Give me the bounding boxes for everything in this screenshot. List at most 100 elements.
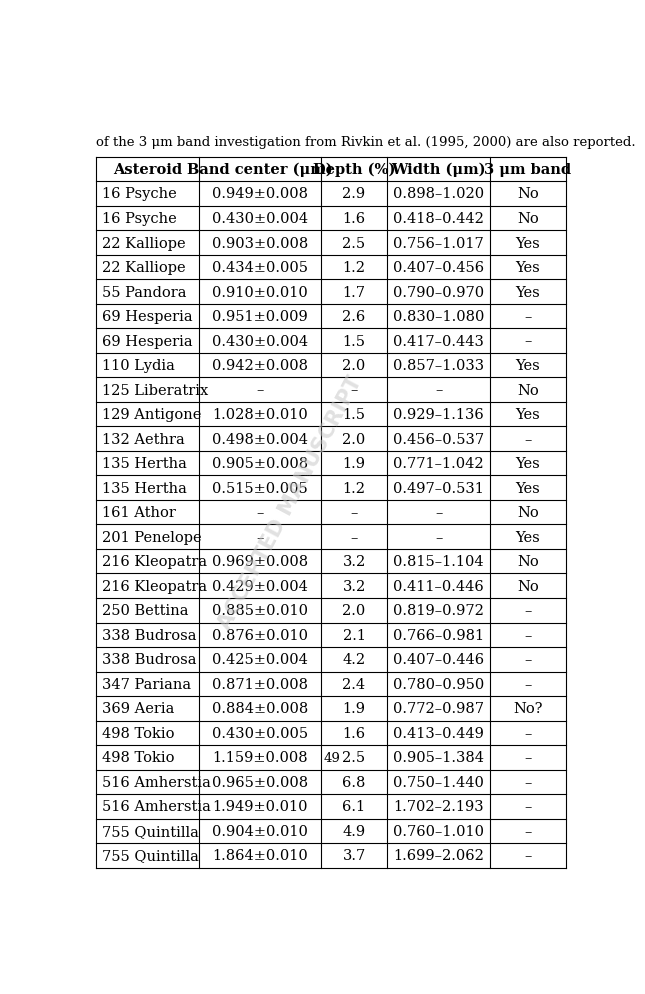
Text: 0.965±0.008: 0.965±0.008 <box>212 775 308 789</box>
Text: 16 Psyche: 16 Psyche <box>102 187 176 201</box>
Text: Yes: Yes <box>515 285 541 299</box>
Text: –: – <box>524 628 531 642</box>
Text: 0.905–1.384: 0.905–1.384 <box>393 750 484 764</box>
Text: 0.815–1.104: 0.815–1.104 <box>393 555 484 569</box>
Text: Yes: Yes <box>515 408 541 421</box>
Text: –: – <box>524 310 531 324</box>
Text: 0.515±0.005: 0.515±0.005 <box>212 481 308 495</box>
Text: 1.2: 1.2 <box>342 481 366 495</box>
Text: 0.898–1.020: 0.898–1.020 <box>393 187 484 201</box>
Text: 0.942±0.008: 0.942±0.008 <box>212 359 308 373</box>
Text: –: – <box>257 530 264 544</box>
Text: Width (μm): Width (μm) <box>392 163 486 177</box>
Text: No: No <box>517 506 539 520</box>
Text: 0.456–0.537: 0.456–0.537 <box>393 432 484 446</box>
Text: –: – <box>435 384 442 398</box>
Text: 2.0: 2.0 <box>342 359 366 373</box>
Text: –: – <box>524 849 531 863</box>
Text: 135 Hertha: 135 Hertha <box>102 456 186 471</box>
Text: –: – <box>350 384 358 398</box>
Text: 110 Lydia: 110 Lydia <box>102 359 175 373</box>
Text: 0.903±0.008: 0.903±0.008 <box>212 237 308 250</box>
Text: Yes: Yes <box>515 359 541 373</box>
Text: 69 Hesperia: 69 Hesperia <box>102 334 192 348</box>
Text: 22 Kalliope: 22 Kalliope <box>102 260 185 274</box>
Text: 1.028±0.010: 1.028±0.010 <box>212 408 308 421</box>
Text: 0.876±0.010: 0.876±0.010 <box>212 628 308 642</box>
Text: 216 Kleopatra: 216 Kleopatra <box>102 555 207 569</box>
Text: 2.0: 2.0 <box>342 603 366 617</box>
Text: –: – <box>524 334 531 348</box>
Text: 0.407–0.446: 0.407–0.446 <box>393 653 484 667</box>
Text: 0.910±0.010: 0.910±0.010 <box>212 285 308 299</box>
Text: –: – <box>524 775 531 789</box>
Text: Yes: Yes <box>515 481 541 495</box>
Text: 498 Tokio: 498 Tokio <box>102 727 174 741</box>
Text: 0.830–1.080: 0.830–1.080 <box>393 310 484 324</box>
Text: 1.5: 1.5 <box>342 334 366 348</box>
Text: 2.1: 2.1 <box>342 628 366 642</box>
Text: 2.5: 2.5 <box>342 750 366 764</box>
Text: 1.699–2.062: 1.699–2.062 <box>393 849 484 863</box>
Text: 0.750–1.440: 0.750–1.440 <box>393 775 484 789</box>
Text: 2.4: 2.4 <box>342 677 366 691</box>
Text: 201 Penelope: 201 Penelope <box>102 530 201 544</box>
Text: 49: 49 <box>324 751 341 764</box>
Text: 216 Kleopatra: 216 Kleopatra <box>102 580 207 593</box>
Text: Band center (μm): Band center (μm) <box>187 163 333 177</box>
Text: 2.5: 2.5 <box>342 237 366 250</box>
Text: 0.819–0.972: 0.819–0.972 <box>393 603 484 617</box>
Text: 0.772–0.987: 0.772–0.987 <box>393 702 484 716</box>
Text: 0.780–0.950: 0.780–0.950 <box>393 677 484 691</box>
Text: 4.2: 4.2 <box>342 653 366 667</box>
Text: 4.9: 4.9 <box>342 824 366 838</box>
Text: –: – <box>524 824 531 838</box>
Text: 3.2: 3.2 <box>342 555 366 569</box>
Text: Depth (%): Depth (%) <box>313 163 395 177</box>
Text: 135 Hertha: 135 Hertha <box>102 481 186 495</box>
Text: 0.951±0.009: 0.951±0.009 <box>212 310 308 324</box>
Text: 125 Liberatrix: 125 Liberatrix <box>102 384 208 398</box>
Text: 55 Pandora: 55 Pandora <box>102 285 186 299</box>
Text: –: – <box>350 506 358 520</box>
Text: 0.413–0.449: 0.413–0.449 <box>393 727 484 741</box>
Text: 338 Budrosa: 338 Budrosa <box>102 653 196 667</box>
Text: 1.864±0.010: 1.864±0.010 <box>212 849 308 863</box>
Text: 132 Aethra: 132 Aethra <box>102 432 184 446</box>
Text: 0.411–0.446: 0.411–0.446 <box>393 580 484 593</box>
Text: 0.905±0.008: 0.905±0.008 <box>212 456 308 471</box>
Text: –: – <box>524 750 531 764</box>
Text: 0.430±0.004: 0.430±0.004 <box>212 334 308 348</box>
Text: 755 Quintilla: 755 Quintilla <box>102 849 199 863</box>
Text: 516 Amherstia: 516 Amherstia <box>102 775 210 789</box>
Text: –: – <box>524 603 531 617</box>
Text: –: – <box>435 506 442 520</box>
Text: 1.702–2.193: 1.702–2.193 <box>393 799 484 813</box>
Text: No: No <box>517 384 539 398</box>
Text: 516 Amherstia: 516 Amherstia <box>102 799 210 813</box>
Text: 0.756–1.017: 0.756–1.017 <box>393 237 484 250</box>
Text: No: No <box>517 555 539 569</box>
Text: 0.969±0.008: 0.969±0.008 <box>212 555 308 569</box>
Text: 6.8: 6.8 <box>342 775 366 789</box>
Text: 69 Hesperia: 69 Hesperia <box>102 310 192 324</box>
Text: 1.2: 1.2 <box>342 260 366 274</box>
Text: 0.857–1.033: 0.857–1.033 <box>393 359 484 373</box>
Text: 0.766–0.981: 0.766–0.981 <box>393 628 484 642</box>
Text: 1.949±0.010: 1.949±0.010 <box>212 799 308 813</box>
Text: 129 Antigone: 129 Antigone <box>102 408 201 421</box>
Text: 2.6: 2.6 <box>342 310 366 324</box>
Text: 0.425±0.004: 0.425±0.004 <box>212 653 308 667</box>
Text: 250 Bettina: 250 Bettina <box>102 603 188 617</box>
Text: 0.884±0.008: 0.884±0.008 <box>212 702 308 716</box>
Text: 161 Athor: 161 Athor <box>102 506 175 520</box>
Text: 0.885±0.010: 0.885±0.010 <box>212 603 308 617</box>
Text: 1.6: 1.6 <box>342 727 366 741</box>
Text: 2.0: 2.0 <box>342 432 366 446</box>
Text: 0.904±0.010: 0.904±0.010 <box>212 824 308 838</box>
Text: 338 Budrosa: 338 Budrosa <box>102 628 196 642</box>
Text: 0.760–1.010: 0.760–1.010 <box>393 824 484 838</box>
Text: 0.790–0.970: 0.790–0.970 <box>393 285 484 299</box>
Text: –: – <box>524 653 531 667</box>
Text: 0.949±0.008: 0.949±0.008 <box>212 187 308 201</box>
